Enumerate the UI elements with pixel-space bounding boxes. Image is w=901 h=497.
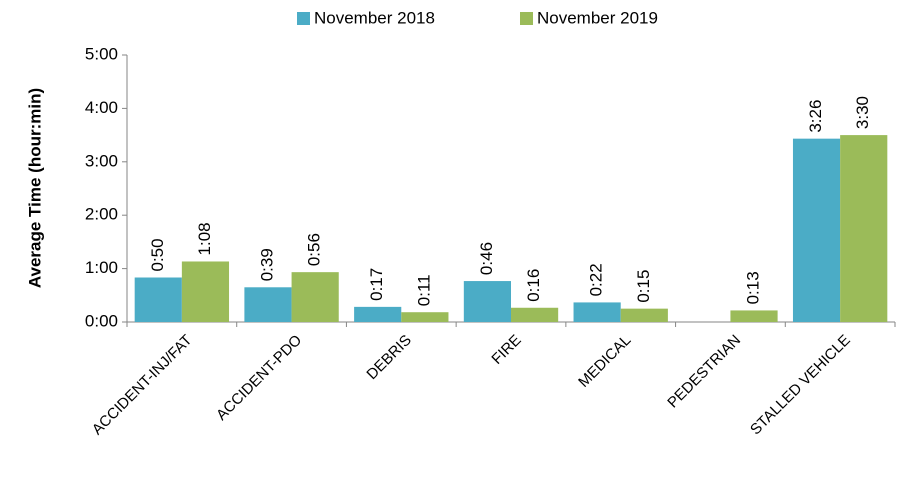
x-tick-label: STALLED VEHICLE xyxy=(747,332,854,439)
legend-label: November 2018 xyxy=(314,8,435,27)
data-label: 3:26 xyxy=(806,100,825,133)
x-tick-label: ACCIDENT-INJ/FAT xyxy=(89,332,196,439)
data-label: 0:22 xyxy=(587,263,606,296)
data-label: 3:30 xyxy=(853,96,872,129)
legend-swatch xyxy=(520,12,533,25)
legend-label: November 2019 xyxy=(537,8,658,27)
bar xyxy=(792,138,841,322)
bar xyxy=(401,312,449,322)
bar xyxy=(134,277,182,322)
bar xyxy=(511,307,559,322)
y-tick-label: 2:00 xyxy=(85,205,118,224)
bar xyxy=(354,306,402,322)
y-tick-label: 3:00 xyxy=(85,151,118,170)
bar xyxy=(840,135,888,322)
bar xyxy=(730,310,778,322)
x-tick-label: PEDESTRIAN xyxy=(664,332,744,412)
data-label: 0:39 xyxy=(257,248,276,281)
bar xyxy=(463,281,511,322)
x-tick-label: ACCIDENT-PDO xyxy=(213,332,305,424)
data-label: 0:17 xyxy=(367,268,386,301)
data-label: 0:11 xyxy=(414,274,433,306)
data-label: 0:56 xyxy=(305,233,324,266)
data-label: 0:16 xyxy=(524,269,543,302)
bar xyxy=(573,302,621,322)
bar xyxy=(244,287,292,322)
y-tick-label: 5:00 xyxy=(85,44,118,63)
x-tick-label: MEDICAL xyxy=(575,332,634,391)
y-tick-label: 4:00 xyxy=(85,98,118,117)
y-axis-title: Average Time (hour:min) xyxy=(25,88,44,288)
data-label: 1:08 xyxy=(195,222,214,255)
data-label: 0:15 xyxy=(634,270,653,303)
x-tick-label: DEBRIS xyxy=(363,332,415,384)
data-label: 0:50 xyxy=(148,238,167,271)
bar xyxy=(291,272,339,322)
data-label: 0:13 xyxy=(744,271,763,304)
y-tick-label: 0:00 xyxy=(85,311,118,330)
bar xyxy=(181,261,230,322)
bar xyxy=(620,308,668,322)
y-tick-label: 1:00 xyxy=(85,258,118,277)
x-tick-label: FIRE xyxy=(488,332,524,368)
data-label: 0:46 xyxy=(477,242,496,275)
legend-swatch xyxy=(297,12,310,25)
